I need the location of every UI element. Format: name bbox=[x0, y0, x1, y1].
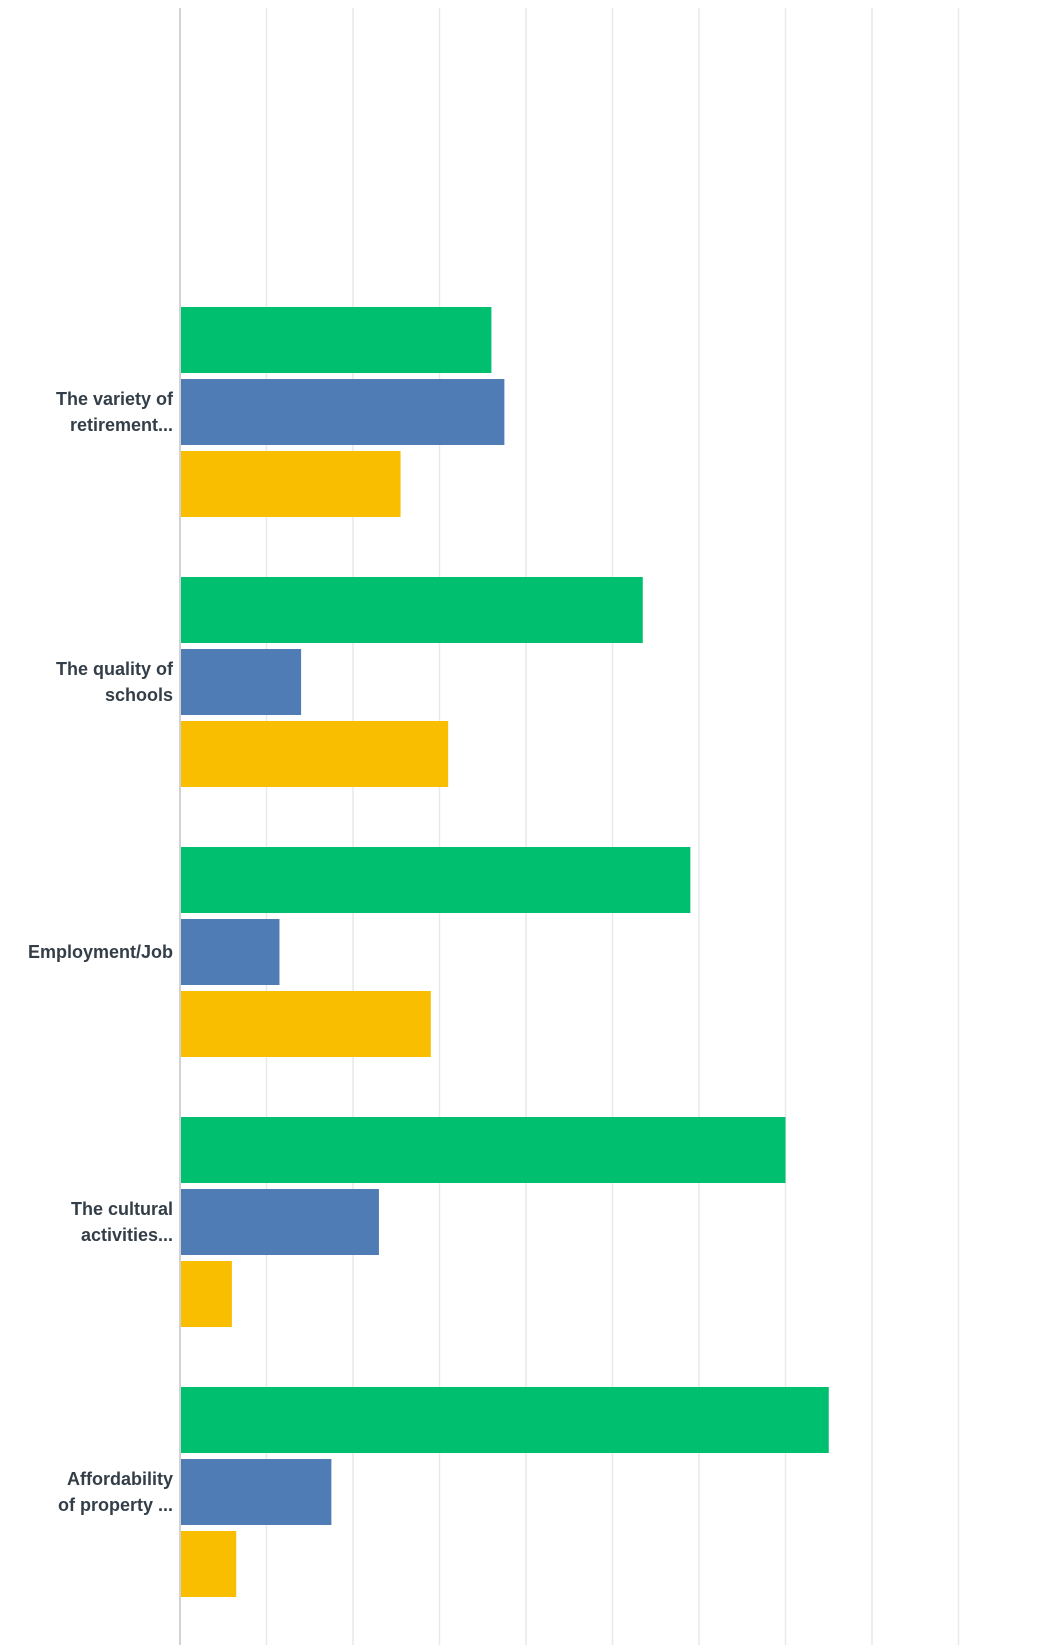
bars bbox=[180, 307, 829, 1597]
category-label-line: The variety of bbox=[56, 389, 174, 409]
category-label: Employment/Job bbox=[28, 942, 173, 962]
category-label-line: The quality of bbox=[56, 659, 174, 679]
category-label: The quality of schools bbox=[56, 659, 174, 705]
gridlines bbox=[265, 8, 960, 1645]
bar-series-1-cat-2[interactable] bbox=[180, 577, 643, 643]
bar-series-2-cat-4[interactable] bbox=[180, 1189, 379, 1255]
bar-series-3-cat-3[interactable] bbox=[180, 991, 431, 1057]
bar-series-1-cat-1[interactable] bbox=[180, 307, 492, 373]
category-label-line: retirement... bbox=[70, 415, 173, 435]
bar-series-2-cat-2[interactable] bbox=[180, 649, 302, 715]
category-label-line: The cultural bbox=[71, 1199, 173, 1219]
bar-series-3-cat-5[interactable] bbox=[180, 1531, 237, 1597]
category-labels: The variety of retirement... The quality o… bbox=[28, 389, 174, 1515]
category-label: The cultural activities... bbox=[71, 1199, 173, 1245]
category-label-line: schools bbox=[105, 685, 173, 705]
category-label-line: activities... bbox=[81, 1225, 173, 1245]
bar-series-2-cat-5[interactable] bbox=[180, 1459, 332, 1525]
bar-series-2-cat-3[interactable] bbox=[180, 919, 280, 985]
category-label-line: of property ... bbox=[58, 1495, 173, 1515]
bar-series-1-cat-3[interactable] bbox=[180, 847, 691, 913]
category-label-line: Affordability bbox=[67, 1469, 173, 1489]
category-label: The variety of retirement... bbox=[56, 389, 174, 435]
bar-series-3-cat-1[interactable] bbox=[180, 451, 401, 517]
bar-series-1-cat-5[interactable] bbox=[180, 1387, 829, 1453]
bar-series-3-cat-2[interactable] bbox=[180, 721, 449, 787]
category-label: Affordability of property ... bbox=[58, 1469, 173, 1515]
bar-series-1-cat-4[interactable] bbox=[180, 1117, 786, 1183]
category-label-line: Employment/Job bbox=[28, 942, 173, 962]
bar-series-3-cat-4[interactable] bbox=[180, 1261, 232, 1327]
bar-series-2-cat-1[interactable] bbox=[180, 379, 505, 445]
